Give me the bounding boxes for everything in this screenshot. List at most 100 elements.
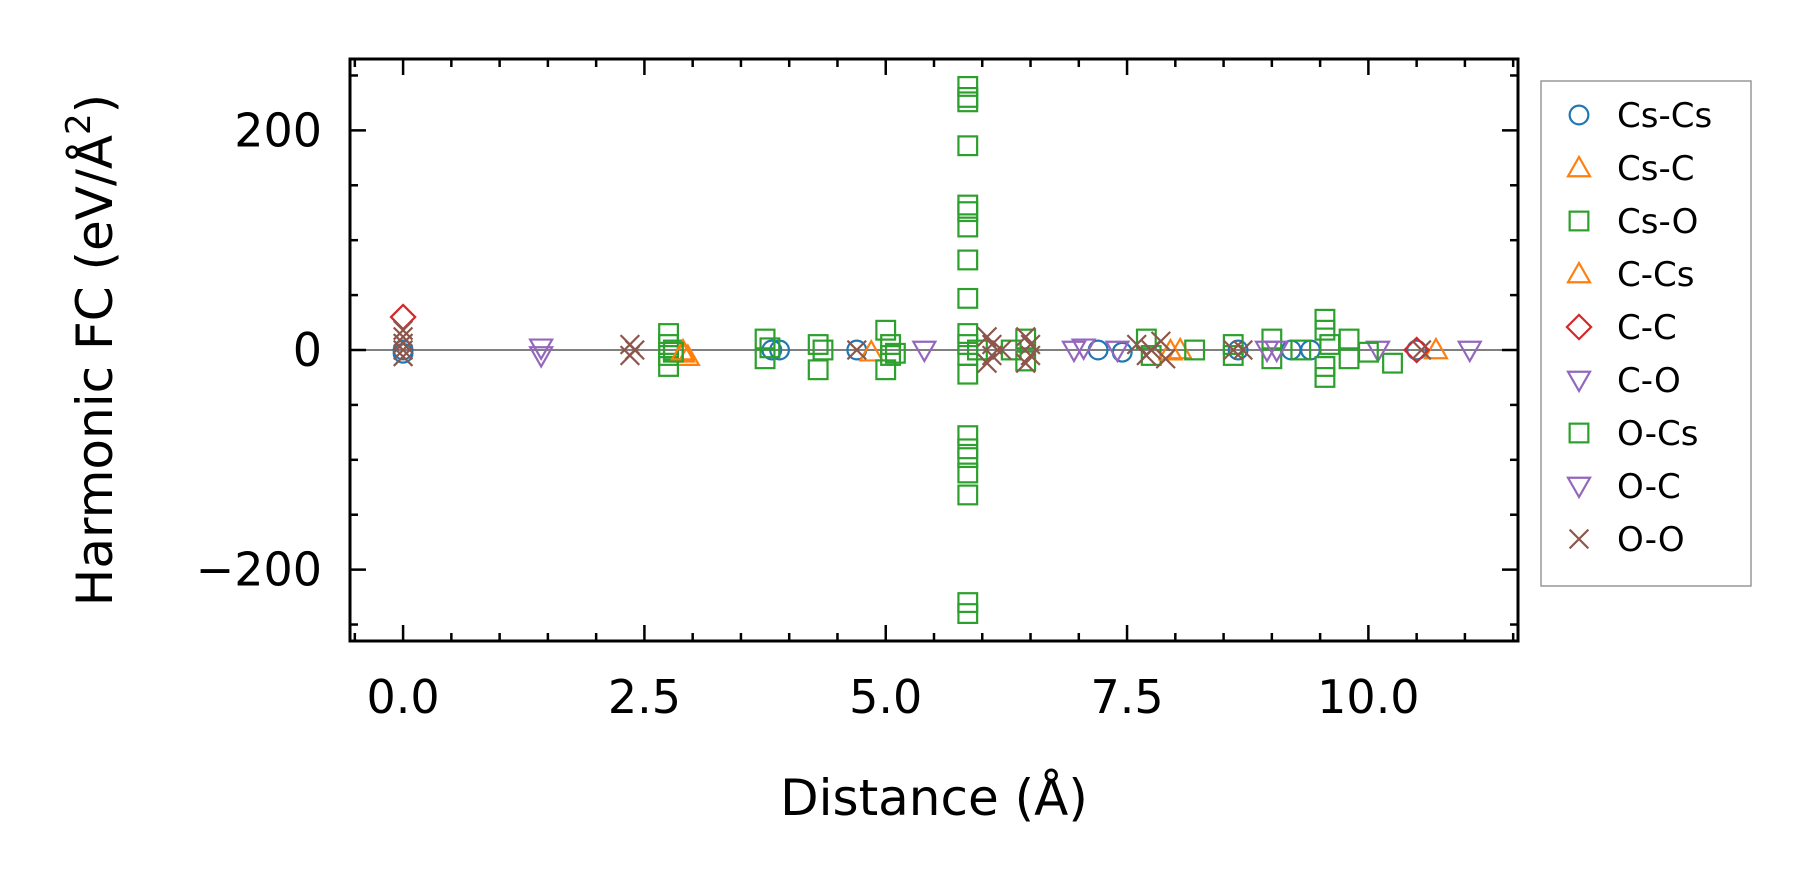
axis-ticks bbox=[348, 57, 1520, 643]
data-point bbox=[1223, 339, 1244, 361]
data-point bbox=[846, 339, 867, 361]
x-tick-label: 5.0 bbox=[849, 670, 922, 724]
data-point bbox=[807, 334, 829, 355]
data-point bbox=[1338, 328, 1360, 350]
data-point bbox=[1338, 348, 1360, 370]
data-point bbox=[957, 86, 979, 108]
legend-item: Cs-O bbox=[1568, 202, 1698, 242]
legend-item: O-Cs bbox=[1568, 414, 1698, 454]
data-point bbox=[1070, 338, 1097, 362]
legend-label: Cs-O bbox=[1617, 202, 1698, 242]
data-point bbox=[957, 249, 979, 271]
legend-label: C-Cs bbox=[1617, 255, 1694, 295]
legend-marker bbox=[1566, 260, 1592, 284]
data-point bbox=[1314, 319, 1336, 341]
data-point bbox=[1227, 339, 1249, 361]
data-point bbox=[807, 359, 829, 381]
data-point bbox=[957, 484, 979, 506]
legend-item: O-C bbox=[1566, 467, 1681, 507]
data-point bbox=[662, 341, 684, 363]
legend: Cs-Cs Cs-C Cs-O C-Cs C-C C-O O-Cs O-C O-O bbox=[1540, 80, 1752, 587]
data-point bbox=[1150, 331, 1171, 352]
series-o-cs bbox=[662, 339, 1379, 364]
y-axis-title: Harmonic FC (eV/Å2) bbox=[59, 94, 124, 606]
data-point bbox=[1382, 352, 1403, 374]
y-axis-title-close: ) bbox=[66, 94, 124, 114]
legend-label: O-Cs bbox=[1617, 414, 1698, 454]
data-point bbox=[957, 91, 979, 113]
axis-labels: 0.0 2.5 5.0 7.5 10.0 −200 0 200 Distance (Å) Harm… bbox=[59, 94, 1420, 827]
legend-marker bbox=[1566, 154, 1592, 178]
data-point bbox=[528, 338, 555, 362]
data-point bbox=[1135, 328, 1157, 350]
series-o-c bbox=[528, 340, 1280, 369]
data-point bbox=[1314, 356, 1336, 377]
data-point bbox=[858, 338, 885, 362]
legend-item: C-Cs bbox=[1566, 255, 1694, 295]
y-axis-title-main: Harmonic FC (eV/Å bbox=[66, 135, 124, 606]
data-point bbox=[1319, 334, 1341, 355]
data-point bbox=[991, 339, 1012, 361]
legend-marker bbox=[1568, 104, 1590, 126]
data-point bbox=[1155, 348, 1176, 369]
legend-item: Cs-C bbox=[1566, 149, 1694, 189]
legend-marker bbox=[1565, 313, 1593, 341]
y-tick-label: 200 bbox=[234, 103, 322, 157]
data-point bbox=[392, 339, 414, 361]
data-point bbox=[875, 319, 897, 341]
x-tick-label: 7.5 bbox=[1090, 670, 1163, 724]
data-point bbox=[1411, 339, 1432, 361]
data-point bbox=[880, 345, 902, 366]
data-point bbox=[957, 425, 979, 447]
data-point bbox=[392, 346, 414, 367]
data-point bbox=[957, 363, 979, 385]
legend-label: O-O bbox=[1617, 520, 1685, 560]
data-point bbox=[884, 342, 906, 364]
data-point bbox=[1254, 340, 1280, 364]
data-point bbox=[658, 356, 679, 377]
data-point bbox=[957, 462, 979, 484]
data-point bbox=[1261, 328, 1283, 350]
data-point bbox=[1157, 337, 1184, 361]
data-point bbox=[957, 447, 979, 469]
data-point bbox=[1232, 339, 1254, 361]
legend-marker bbox=[1566, 370, 1592, 394]
data-point bbox=[624, 339, 645, 361]
data-point bbox=[957, 216, 979, 238]
y-tick-label: 0 bbox=[293, 323, 322, 377]
data-point bbox=[1314, 367, 1336, 388]
y-axis-title-superscript: 2 bbox=[59, 113, 99, 135]
data-point bbox=[1222, 334, 1244, 355]
legend-label: Cs-C bbox=[1617, 149, 1694, 189]
legend-label: Cs-Cs bbox=[1617, 96, 1712, 136]
data-point bbox=[1357, 341, 1379, 363]
series-c-o bbox=[528, 338, 1483, 364]
x-axis-title: Distance (Å) bbox=[780, 769, 1088, 827]
x-tick-label: 2.5 bbox=[608, 670, 681, 724]
legend-marker bbox=[1568, 528, 1590, 550]
data-point bbox=[1290, 339, 1312, 361]
data-point bbox=[957, 76, 979, 97]
data-point bbox=[1104, 340, 1131, 364]
data-point bbox=[981, 334, 1003, 355]
data-point bbox=[1261, 348, 1283, 370]
data-point bbox=[759, 337, 781, 359]
data-point bbox=[1222, 345, 1244, 366]
legend-item: O-O bbox=[1568, 520, 1685, 560]
data-point bbox=[658, 334, 679, 355]
legend-label: C-O bbox=[1617, 361, 1681, 401]
plot-area bbox=[350, 76, 1518, 624]
data-point bbox=[528, 346, 555, 369]
legend-box bbox=[1540, 80, 1752, 587]
legend-label: C-C bbox=[1617, 308, 1677, 348]
data-point bbox=[957, 287, 979, 309]
series-o-o bbox=[392, 320, 1432, 374]
data-point bbox=[1061, 340, 1087, 364]
data-point bbox=[957, 603, 979, 624]
data-point bbox=[957, 194, 979, 216]
data-point bbox=[754, 348, 776, 370]
data-point bbox=[1184, 339, 1206, 361]
legend-marker bbox=[1568, 210, 1590, 232]
legend-marker bbox=[1566, 476, 1592, 500]
